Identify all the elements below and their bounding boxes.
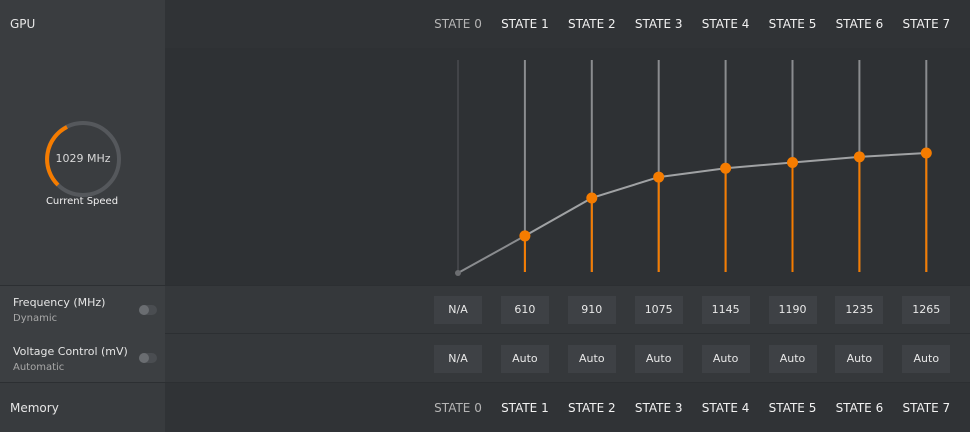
- frequency-label: Frequency (MHz): [13, 296, 106, 309]
- memory-state-label: STATE 3: [634, 401, 683, 415]
- gpu-state-label: STATE 6: [835, 17, 884, 31]
- memory-state-label: STATE 7: [902, 401, 951, 415]
- side-panel: [0, 0, 165, 285]
- gpu-state-label: STATE 2: [567, 17, 616, 31]
- voltage-value: N/A: [434, 345, 482, 373]
- gpu-state-label: STATE 0: [434, 17, 482, 31]
- voltage-value: Auto: [902, 345, 951, 373]
- voltage-value: Auto: [567, 345, 616, 373]
- chart-area: [165, 48, 970, 285]
- voltage-label: Voltage Control (mV): [13, 345, 128, 358]
- state-point: [920, 147, 932, 159]
- voltage-value: Auto: [835, 345, 884, 373]
- frequency-value: N/A: [434, 296, 482, 324]
- state-point: [586, 192, 598, 204]
- frequency-value: 1265: [902, 296, 951, 324]
- memory-state-label: STATE 2: [567, 401, 616, 415]
- state-point: [787, 157, 798, 169]
- memory-state-label: STATE 6: [835, 401, 884, 415]
- current-speed-label: Current Speed: [45, 196, 119, 207]
- state-point: [853, 151, 865, 163]
- current-speed: 1029 MHz: [55, 152, 111, 165]
- gauge-arc: [45, 125, 68, 187]
- frequency-mode: Dynamic: [13, 313, 58, 324]
- memory-state-label: STATE 5: [768, 401, 817, 415]
- gpu-title: GPU: [10, 17, 36, 31]
- voltage-value: Auto: [634, 345, 683, 373]
- frequency-value: 610: [500, 296, 549, 324]
- memory-title: Memory: [10, 401, 59, 415]
- gpu-state-label: STATE 7: [902, 17, 951, 31]
- state-point: [653, 171, 665, 183]
- memory-state-label: STATE 0: [434, 401, 482, 415]
- lead-in: [457, 235, 526, 274]
- row-label-panel: [0, 286, 165, 382]
- voltage-mode: Automatic: [13, 362, 65, 373]
- speed-gauge: [45, 121, 121, 197]
- state-point: [720, 162, 732, 174]
- gpu-state-label: STATE 1: [501, 17, 549, 31]
- frequency-chart: [455, 60, 932, 276]
- frequency-value: 1145: [701, 296, 750, 324]
- voltage-value: Auto: [500, 345, 549, 373]
- state-point: [519, 230, 531, 242]
- gpu-state-label: STATE 5: [768, 17, 817, 31]
- memory-label-panel: [0, 383, 165, 432]
- frequency-toggle[interactable]: [139, 305, 157, 315]
- state-dot-disabled: [455, 270, 461, 276]
- voltage-toggle[interactable]: [139, 353, 157, 363]
- frequency-value: 1190: [768, 296, 817, 324]
- memory-state-label: STATE 1: [501, 401, 549, 415]
- voltage-value: Auto: [701, 345, 750, 373]
- frequency-value: 1235: [835, 296, 884, 324]
- voltage-value: Auto: [768, 345, 817, 373]
- frequency-value: 910: [567, 296, 616, 324]
- frequency-value: 1075: [634, 296, 683, 324]
- gpu-state-label: STATE 3: [634, 17, 683, 31]
- gpu-state-label: STATE 4: [701, 17, 750, 31]
- memory-state-label: STATE 4: [701, 401, 750, 415]
